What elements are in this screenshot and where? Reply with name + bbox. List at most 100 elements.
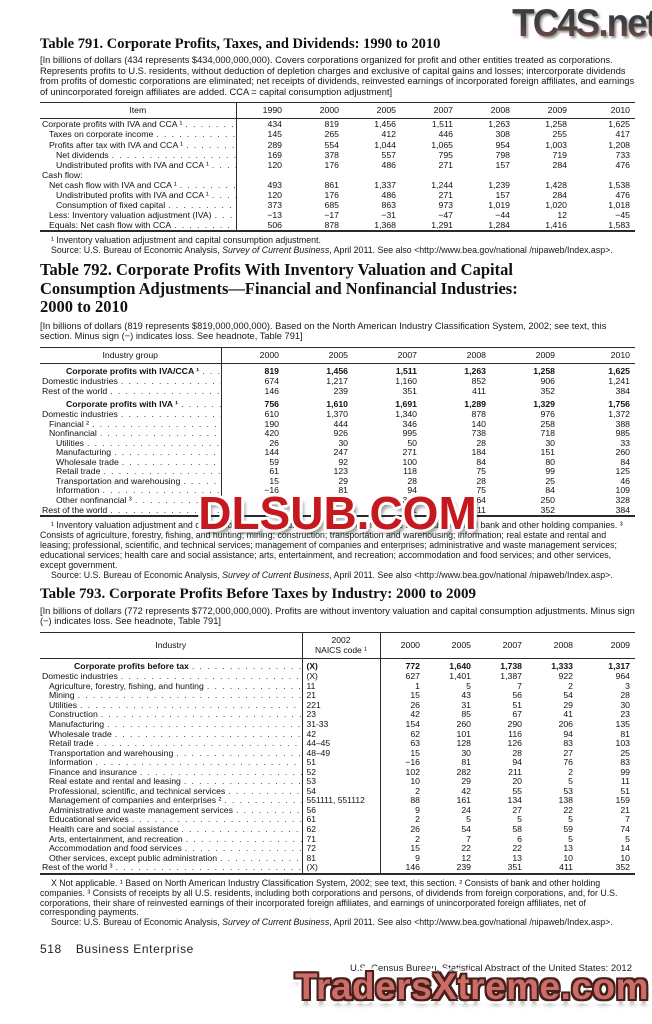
cell-value: 239	[333, 504, 349, 515]
cell-value: 63	[379, 739, 431, 749]
cell-value: 7	[625, 814, 630, 825]
table-row: Equals: Net cash flow with CCA 506 878 1,36…	[40, 220, 635, 232]
cell-value: 84	[545, 485, 555, 496]
row-label: Corporate profits with IVA/CCA ¹	[66, 366, 200, 376]
table-row: Undistributed profits with IVA and CCA ¹…	[40, 190, 635, 201]
cell-value: 5	[517, 814, 522, 825]
cell-value: 995	[402, 428, 418, 439]
dot-leader	[236, 806, 302, 816]
table-791: Item 1990 2000 2005 2007 2008 2009 2010 Corporat…	[40, 102, 635, 233]
naics-code: (X)	[301, 672, 380, 682]
table-row: Consumption of fixed capital 373 685 863 973…	[40, 200, 635, 211]
column-header-year: 2008	[428, 347, 497, 364]
table-row: Manufacturing 144 247 271 184 151 260	[40, 448, 635, 458]
cell-value: 33	[620, 437, 630, 448]
dot-leader	[110, 506, 220, 516]
cell-value: 417	[615, 129, 631, 140]
naics-code: 23	[301, 710, 380, 721]
cell-value: 1,333	[551, 660, 573, 671]
cell-value: 384	[615, 386, 631, 396]
source-journal: Survey of Current Business	[222, 245, 330, 256]
cell-value: 411	[472, 386, 486, 396]
cell-value: 282	[456, 766, 472, 777]
cell-value: 610	[220, 410, 290, 420]
cell-value: 134	[507, 795, 523, 806]
dot-leader	[176, 749, 301, 759]
cell-value: 211	[508, 766, 522, 777]
naics-code: 51	[301, 758, 380, 768]
column-header-naics: 2002 NAICS code ¹	[301, 632, 380, 659]
table-row: Administrative and waste management serv…	[40, 804, 635, 816]
cell-value: 161	[456, 795, 472, 806]
cell-value: 351	[402, 504, 418, 515]
row-label: Corporate profits with IVA ¹	[66, 399, 178, 409]
source-pre: Source: U.S. Bureau of Economic Analysis…	[51, 245, 223, 256]
cell-value: 29	[461, 776, 471, 787]
column-header-stub: Industry	[40, 632, 302, 659]
row-label: Mining	[49, 691, 75, 701]
cell-value: 103	[615, 738, 631, 749]
cell-value: −45	[615, 210, 630, 221]
cell-value: 81	[461, 757, 471, 768]
cell-value: 61	[220, 467, 290, 477]
cell-value: 5	[625, 833, 630, 844]
cell-value: 1,160	[395, 376, 417, 387]
cell-value: 1,756	[608, 398, 630, 409]
cell-value: 5	[466, 680, 471, 691]
cell-value: 1,640	[449, 660, 471, 671]
row-label: Health care and social assistance	[49, 825, 179, 835]
cell-value: 67	[512, 709, 522, 720]
column-header-year: 2009	[497, 347, 566, 364]
row-label: Utilities	[49, 700, 77, 710]
cell-value: 53	[563, 785, 573, 796]
source-line: Source: U.S. Bureau of Economic Analysis…	[40, 245, 635, 256]
cell-value: 819	[324, 119, 340, 130]
table-792: Industry group 2000 2005 2007 2008 2009 2010 Co…	[40, 346, 635, 518]
cell-value: 26	[220, 438, 290, 449]
table-791-section: Table 791. Corporate Profits, Taxes, and…	[40, 36, 635, 256]
row-label: Corporate profits with IVA and CCA ¹	[42, 119, 183, 130]
cell-value: 27	[563, 747, 573, 758]
source-line: Source: U.S. Bureau of Economic Analysis…	[40, 917, 635, 928]
row-label: Profits after tax with IVA and CCA ¹	[49, 139, 184, 150]
column-header-year: 2005	[431, 632, 482, 659]
cell-value: 74	[620, 824, 630, 835]
cell-value: 10	[620, 852, 630, 863]
cell-value: 28	[476, 475, 486, 486]
cell-value: 75	[476, 466, 486, 477]
cell-value: 411	[472, 504, 486, 515]
cell-value: 81	[620, 728, 630, 739]
naics-code: 56	[301, 805, 380, 816]
cell-value: 15	[379, 691, 431, 701]
cell-value: 120	[235, 159, 293, 170]
cell-value: 878	[471, 409, 487, 420]
cell-value: −16	[220, 486, 290, 497]
cell-value: 128	[456, 738, 472, 749]
cell-value: 81	[338, 485, 348, 496]
cell-value: 22	[563, 804, 573, 815]
row-label: Retail trade	[49, 739, 94, 749]
cell-value: 146	[220, 505, 290, 517]
cell-value: 135	[615, 719, 631, 730]
title-line: 2000 to 2010	[40, 297, 128, 317]
dot-leader	[181, 825, 301, 835]
cell-value: 557	[381, 149, 397, 160]
cell-value: 206	[558, 719, 574, 730]
cell-value: 1,241	[608, 376, 630, 387]
cell-value: 795	[438, 149, 454, 160]
cell-value: 1,337	[374, 179, 396, 190]
cell-value	[464, 170, 521, 180]
column-header-year: 2010	[566, 347, 635, 364]
cell-value: 271	[438, 159, 454, 170]
cell-value: 255	[552, 129, 568, 140]
table-row: Information 51−16 81 94 76 83	[40, 758, 635, 768]
cell-value: 1,018	[608, 200, 630, 211]
table-row: Cash flow:	[40, 169, 635, 180]
cell-value: 1,456	[326, 365, 348, 376]
cell-value: 1,691	[395, 398, 417, 409]
column-header-year: 2007	[407, 102, 464, 120]
source-line: Source: U.S. Bureau of Economic Analysis…	[40, 570, 635, 581]
cell-value: 1,020	[545, 200, 567, 211]
